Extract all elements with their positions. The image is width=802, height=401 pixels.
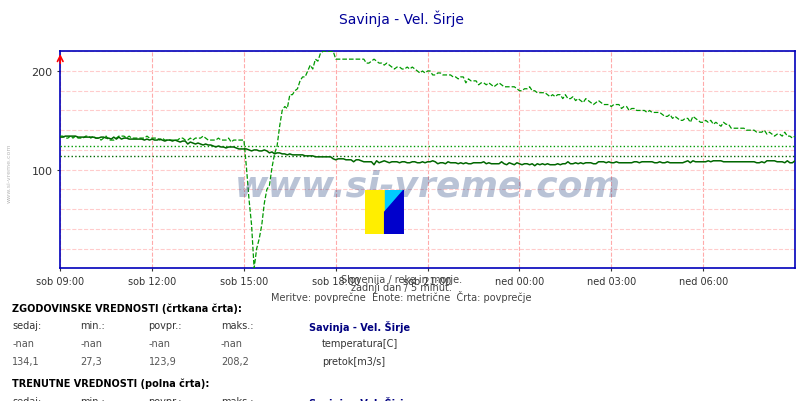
Text: Slovenija / reke in morje.: Slovenija / reke in morje. — [341, 275, 461, 285]
Text: pretok[m3/s]: pretok[m3/s] — [322, 356, 385, 366]
Text: 123,9: 123,9 — [148, 356, 176, 366]
Text: Savinja - Vel. Širje: Savinja - Vel. Širje — [338, 10, 464, 26]
Text: -nan: -nan — [12, 338, 34, 348]
Text: temperatura[C]: temperatura[C] — [322, 338, 398, 348]
Polygon shape — [384, 190, 403, 235]
Text: www.si-vreme.com: www.si-vreme.com — [234, 170, 620, 203]
Text: 27,3: 27,3 — [80, 356, 102, 366]
Text: TRENUTNE VREDNOSTI (polna črta):: TRENUTNE VREDNOSTI (polna črta): — [12, 378, 209, 388]
Text: -nan: -nan — [80, 338, 102, 348]
Text: min.:: min.: — [80, 395, 105, 401]
Text: 208,2: 208,2 — [221, 356, 249, 366]
Text: min.:: min.: — [80, 320, 105, 330]
Text: sedaj:: sedaj: — [12, 395, 41, 401]
Text: povpr.:: povpr.: — [148, 320, 182, 330]
Text: -nan: -nan — [221, 338, 242, 348]
Text: ZGODOVINSKE VREDNOSTI (črtkana črta):: ZGODOVINSKE VREDNOSTI (črtkana črta): — [12, 303, 241, 313]
Text: zadnji dan / 5 minut.: zadnji dan / 5 minut. — [350, 283, 452, 293]
Polygon shape — [365, 190, 384, 235]
Polygon shape — [384, 190, 403, 213]
Text: maks.:: maks.: — [221, 320, 253, 330]
Text: Savinja - Vel. Širje: Savinja - Vel. Širje — [309, 395, 410, 401]
Text: sedaj:: sedaj: — [12, 320, 41, 330]
Text: www.si-vreme.com: www.si-vreme.com — [7, 143, 12, 202]
Text: povpr.:: povpr.: — [148, 395, 182, 401]
Text: -nan: -nan — [148, 338, 170, 348]
Text: Meritve: povprečne  Enote: metrične  Črta: povprečje: Meritve: povprečne Enote: metrične Črta:… — [271, 291, 531, 303]
Text: Savinja - Vel. Širje: Savinja - Vel. Širje — [309, 320, 410, 332]
Text: maks.:: maks.: — [221, 395, 253, 401]
Text: 134,1: 134,1 — [12, 356, 39, 366]
